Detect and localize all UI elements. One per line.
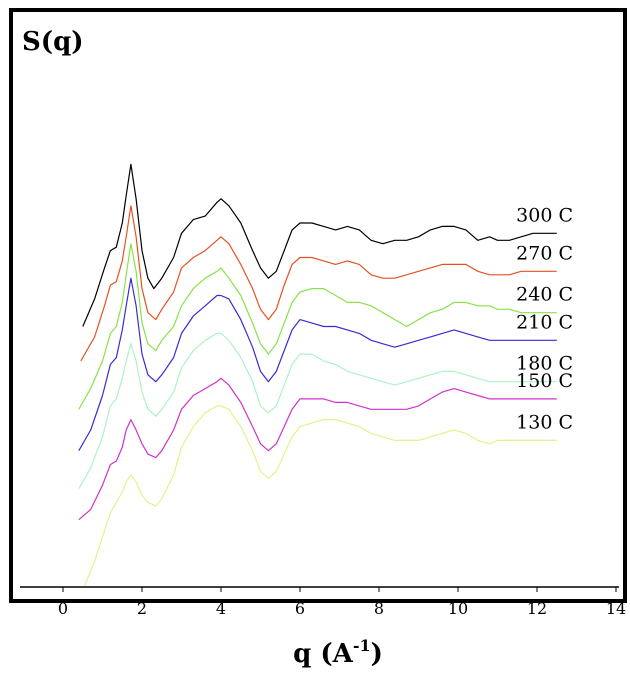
series-line-130-c <box>84 405 557 586</box>
series-label-180-c: 180 C <box>516 353 573 375</box>
x-tick-label-0: 0 <box>58 599 68 618</box>
series-curves <box>78 163 557 586</box>
x-ticks: 0 2 4 6 8 10 12 14 <box>58 587 626 618</box>
x-axis-label-main: q (A <box>293 639 354 669</box>
x-tick-label-12: 12 <box>527 599 547 618</box>
plot-frame <box>9 8 627 603</box>
x-tick-label-10: 10 <box>448 599 468 618</box>
series-label-240-c: 240 C <box>516 284 573 306</box>
series-label-210-c: 210 C <box>516 311 573 333</box>
x-axis-label-superscript: -1 <box>353 636 371 655</box>
series-label-270-c: 270 C <box>516 242 573 264</box>
x-tick-label-6: 6 <box>295 599 305 618</box>
series-label-150-c: 150 C <box>516 370 573 392</box>
series-line-210-c <box>78 277 557 451</box>
series-line-300-c <box>82 163 557 327</box>
x-tick-label-4: 4 <box>216 599 226 618</box>
x-tick-label-2: 2 <box>137 599 147 618</box>
series-line-240-c <box>78 243 557 410</box>
series-label-130-c: 130 C <box>516 411 573 433</box>
series-label-300-c: 300 C <box>516 204 573 226</box>
x-tick-label-14: 14 <box>606 599 626 618</box>
y-axis-label: S(q) <box>22 27 84 57</box>
series-line-270-c <box>80 205 557 362</box>
x-tick-label-8: 8 <box>374 599 384 618</box>
x-axis-label: q (A-1) <box>293 636 383 669</box>
series-line-180-c <box>78 332 557 489</box>
x-axis-label-suffix: ) <box>371 639 383 669</box>
series-line-150-c <box>78 377 557 521</box>
